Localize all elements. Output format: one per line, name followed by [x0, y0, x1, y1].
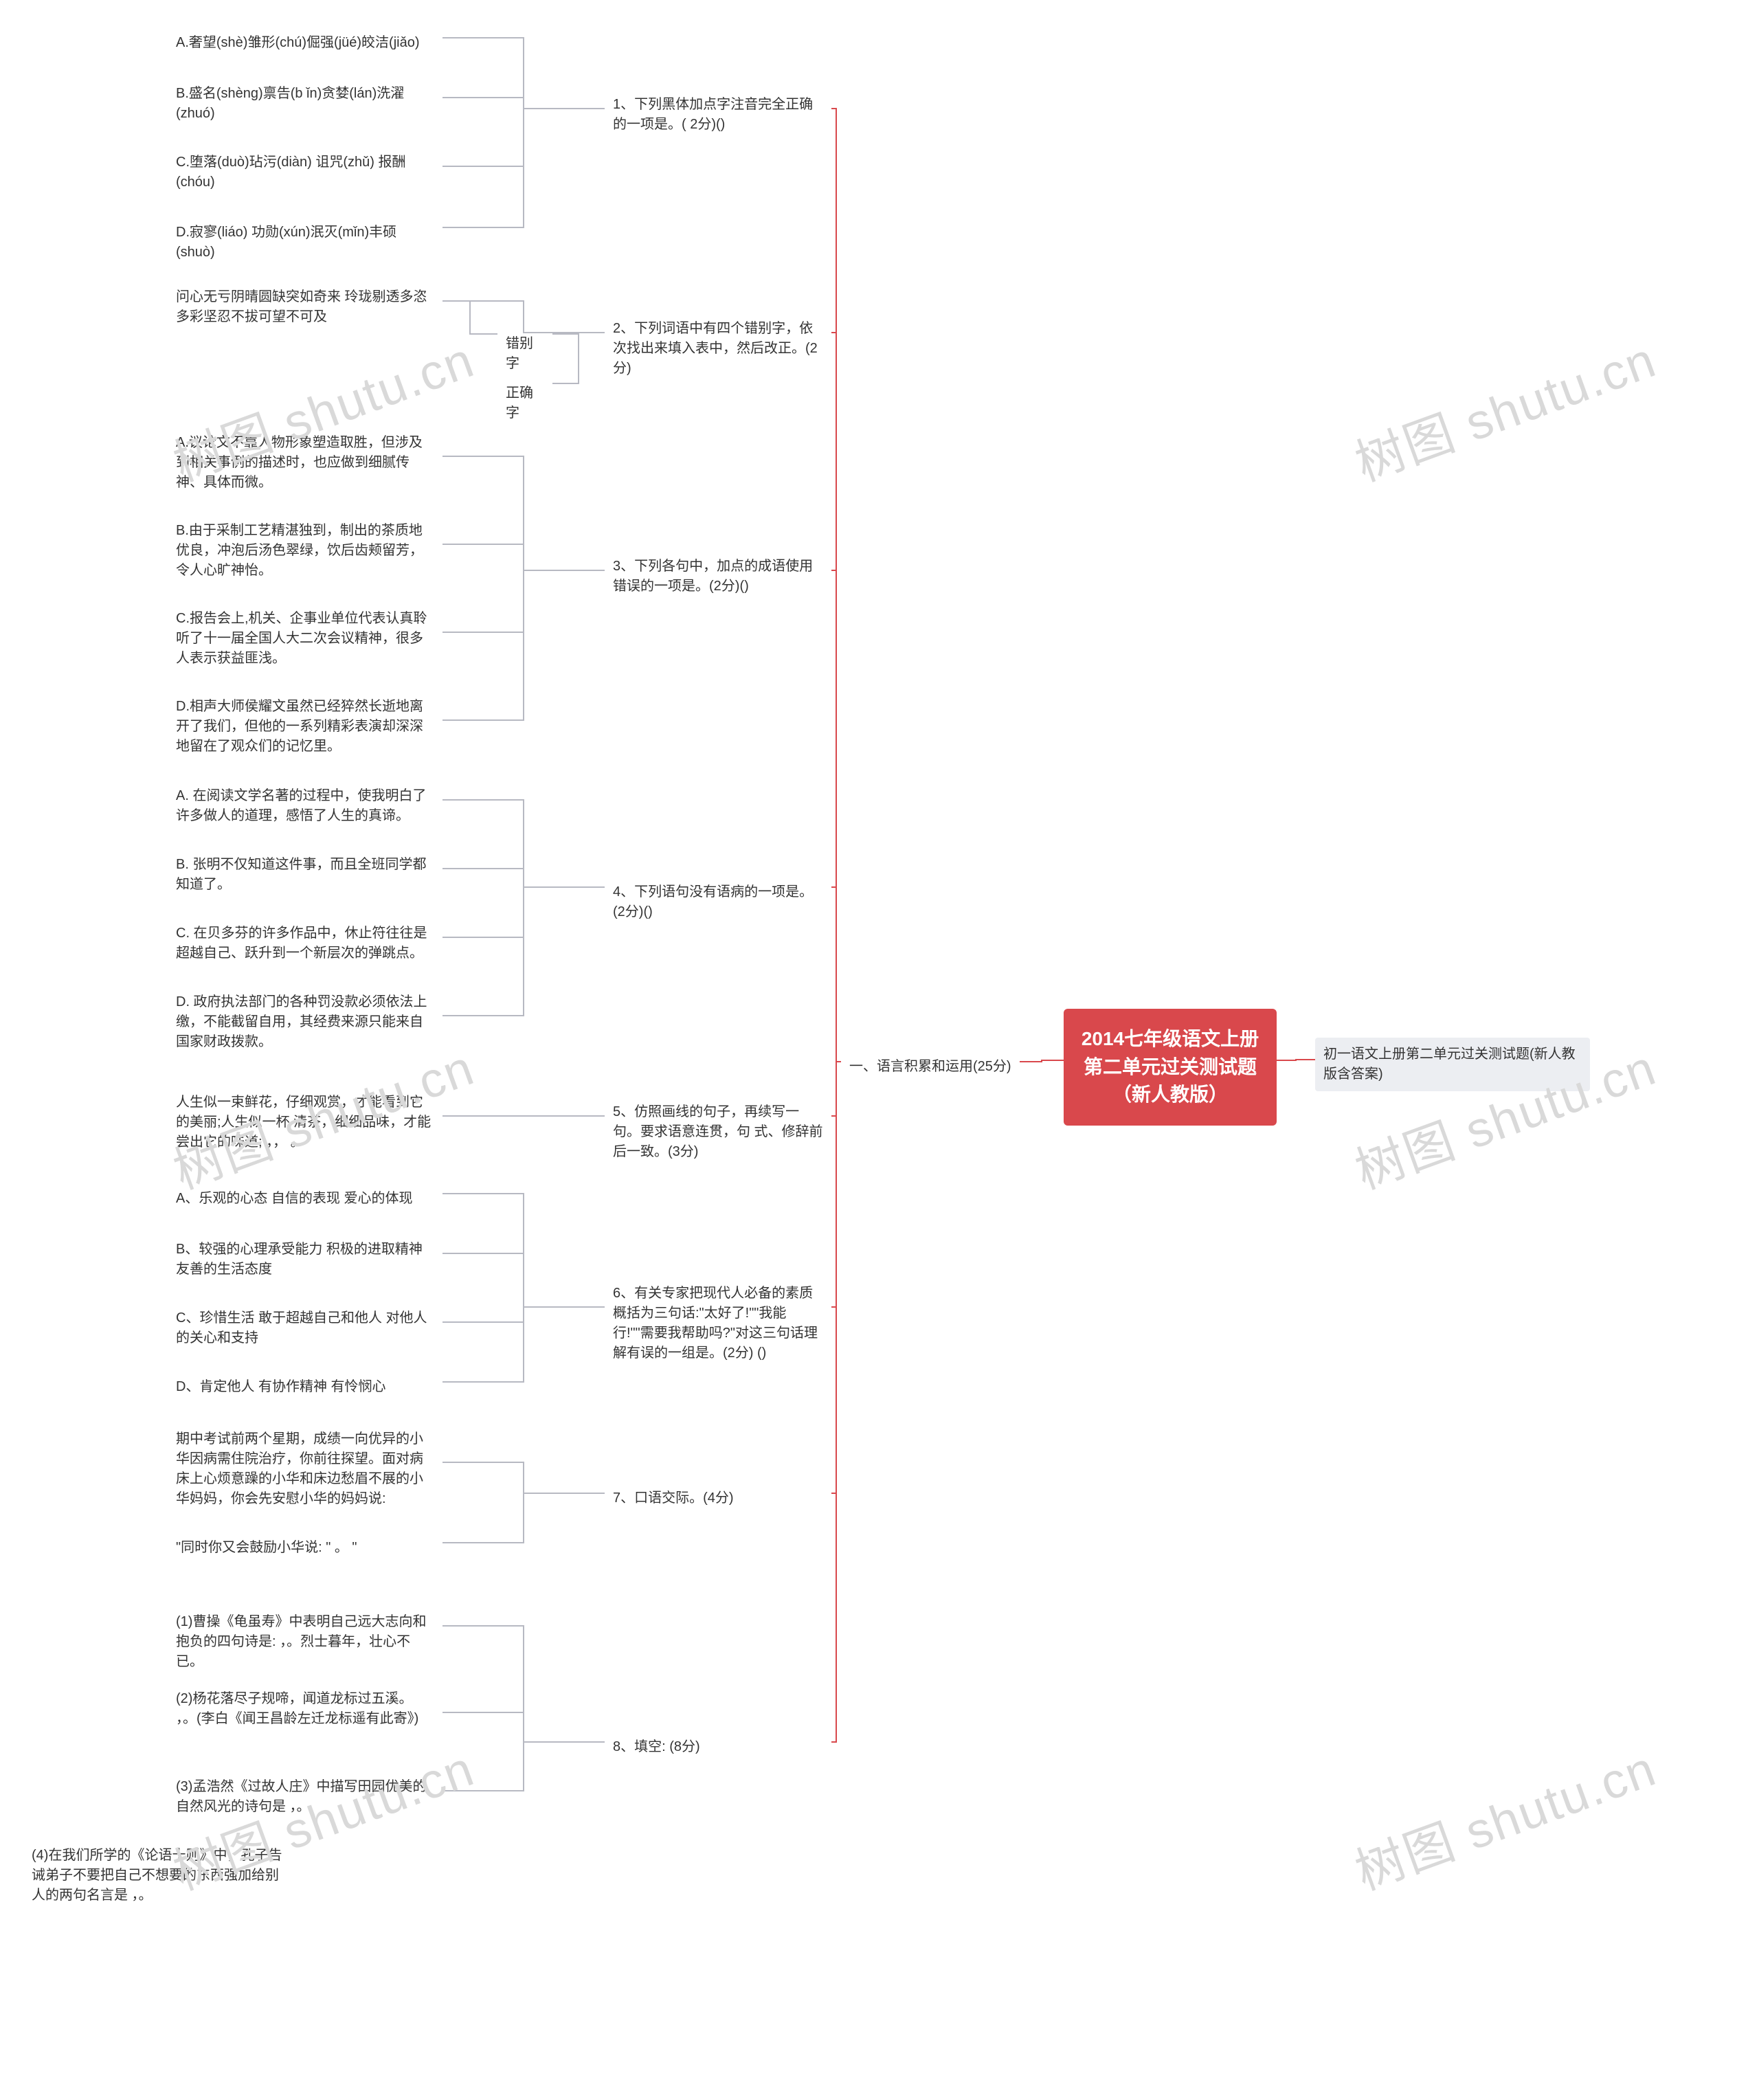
q4-opt-a: A. 在阅读文学名著的过程中，使我明白了许多做人的道理，感悟了人生的真谛。: [168, 779, 442, 833]
q2-sample: 问心无亏阴晴圆缺突如奇来 玲珑剔透多恣多彩坚忍不拔可望不可及: [168, 280, 442, 334]
q3-label: 3、下列各句中，加点的成语使用错误的一项是。(2分)(): [605, 550, 831, 603]
q1-opt-c: C.堕落(duò)玷污(diàn) 诅咒(zhǔ) 报酬(chóu): [168, 146, 442, 199]
q2-row-correct: 正确字: [497, 377, 552, 430]
q4-opt-b: B. 张明不仅知道这件事，而且全班同学都知道了。: [168, 848, 442, 902]
q7-label: 7、口语交际。(4分): [605, 1482, 831, 1515]
q3-opt-c: C.报告会上,机关、企事业单位代表认真聆听了十一届全国人大二次会议精神，很多人表…: [168, 602, 442, 675]
q8-fill-4: (4)在我们所学的《论语十则》中，孔子告诫弟子不要把自己不想要的东西强加给别人的…: [23, 1839, 298, 1912]
section-1-node: 一、语言积累和运用(25分): [841, 1050, 1020, 1084]
watermark: 树图 shutu.cn: [1344, 1728, 1664, 1903]
q6-opt-d: D、肯定他人 有协作精神 有怜悯心: [168, 1370, 442, 1404]
q3-opt-d: D.相声大师侯耀文虽然已经猝然长逝地离开了我们，但他的一系列精彩表演却深深地留在…: [168, 690, 442, 763]
q4-opt-d: D. 政府执法部门的各种罚没款必须依法上缴，不能截留自用，其经费来源只能来自国家…: [168, 985, 442, 1059]
q5-text: 人生似一束鲜花，仔细观赏，才能看到它的美丽;人生似一杯 清茶，细细品味，才能尝出…: [168, 1086, 442, 1159]
q6-opt-c: C、珍惜生活 敢于超越自己和他人 对他人的关心和支持: [168, 1302, 442, 1355]
q1-opt-a: A.奢望(shè)雏形(chú)倔强(jüé)皎洁(jiǎo): [168, 26, 442, 60]
q8-fill-1: (1)曹操《龟虽寿》中表明自己远大志向和抱负的四句诗是: ，。烈士暮年，壮心不已…: [168, 1605, 442, 1679]
q3-opt-a: A.议论文不靠人物形象塑造取胜，但涉及到相关事例的描述时，也应做到细腻传神、具体…: [168, 426, 442, 500]
q6-label: 6、有关专家把现代人必备的素质概括为三句话:"太好了!""我能行!""需要我帮助…: [605, 1277, 831, 1370]
q8-fill-3: (3)孟浩然《过故人庄》中描写田园优美的自然风光的诗句是 ，。: [168, 1770, 442, 1824]
q1-opt-d: D.寂寥(liáo) 功勋(xún)泯灭(mǐn)丰硕(shuò): [168, 216, 442, 269]
q7-text-1: 期中考试前两个星期，成绩一向优异的小华因病需住院治疗，你前往探望。面对病床上心烦…: [168, 1422, 442, 1516]
q4-label: 4、下列语句没有语病的一项是。(2分)(): [605, 875, 831, 929]
q2-label: 2、下列词语中有四个错别字，依次找出来填入表中，然后改正。(2分): [605, 312, 831, 386]
q6-opt-b: B、较强的心理承受能力 积极的进取精神 友善的生活态度: [168, 1233, 442, 1286]
q4-opt-c: C. 在贝多芬的许多作品中，休止符往往是超越自己、跃升到一个新层次的弹跳点。: [168, 917, 442, 970]
q1-label: 1、下列黑体加点字注音完全正确的一项是。( 2分)(): [605, 88, 831, 142]
q6-opt-a: A、乐观的心态 自信的表现 爱心的体现: [168, 1182, 442, 1216]
q8-fill-2: (2)杨花落尽子规啼，闻道龙标过五溪。 ，。(李白《闻王昌龄左迁龙标遥有此寄》): [168, 1682, 442, 1736]
q1-opt-b: B.盛名(shèng)禀告(b ǐn)贪婪(lán)洗濯(zhuó): [168, 77, 442, 131]
q5-label: 5、仿照画线的句子，再续写一句。要求语意连贯，句 式、修辞前后一致。(3分): [605, 1095, 831, 1169]
right-summary-node: 初一语文上册第二单元过关测试题(新人教版含答案): [1315, 1038, 1590, 1091]
q7-text-2: "同时你又会鼓励小华说: " 。 ": [168, 1531, 442, 1565]
q2-row-wrong: 错别字: [497, 327, 552, 381]
watermark: 树图 shutu.cn: [1344, 320, 1664, 495]
root-node: 2014七年级语文上册第二单元过关测试题（新人教版）: [1064, 1009, 1277, 1126]
q3-opt-b: B.由于采制工艺精湛独到，制出的茶质地优良，冲泡后汤色翠绿，饮后齿颊留芳，令人心…: [168, 514, 442, 588]
q8-label: 8、填空: (8分): [605, 1730, 831, 1764]
